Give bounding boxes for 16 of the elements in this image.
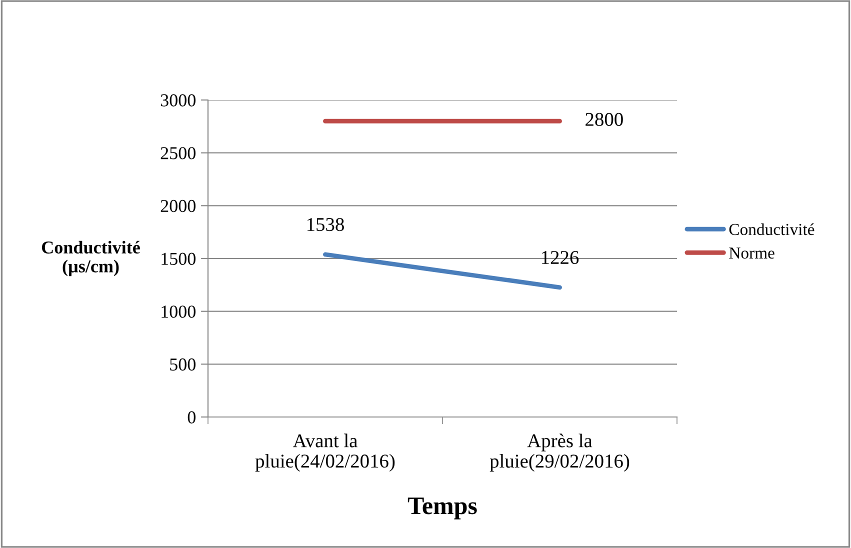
legend-label: Norme bbox=[729, 248, 774, 259]
legend-label: Conductivité bbox=[729, 223, 814, 236]
data-label: 1538 bbox=[308, 218, 344, 232]
x-axis-title: Temps bbox=[408, 498, 477, 520]
data-label: 2800 bbox=[586, 112, 623, 126]
y-tick-label: 2500 bbox=[160, 147, 196, 160]
y-tick-label: 3000 bbox=[160, 94, 196, 106]
x-tick-label: Avant la pluie(24/02/2016) bbox=[255, 434, 395, 472]
y-tick-label: 1000 bbox=[162, 306, 196, 318]
y-axis-title: Conductivité (µs/cm) bbox=[42, 240, 140, 276]
y-tick-label: 2000 bbox=[160, 200, 196, 212]
x-tick-label: Après la pluie(29/02/2016) bbox=[490, 434, 630, 472]
data-label: 1226 bbox=[542, 250, 579, 264]
y-tick-label: 500 bbox=[170, 358, 196, 371]
y-tick-label: 0 bbox=[188, 411, 196, 424]
y-tick-label: 1500 bbox=[162, 252, 196, 265]
